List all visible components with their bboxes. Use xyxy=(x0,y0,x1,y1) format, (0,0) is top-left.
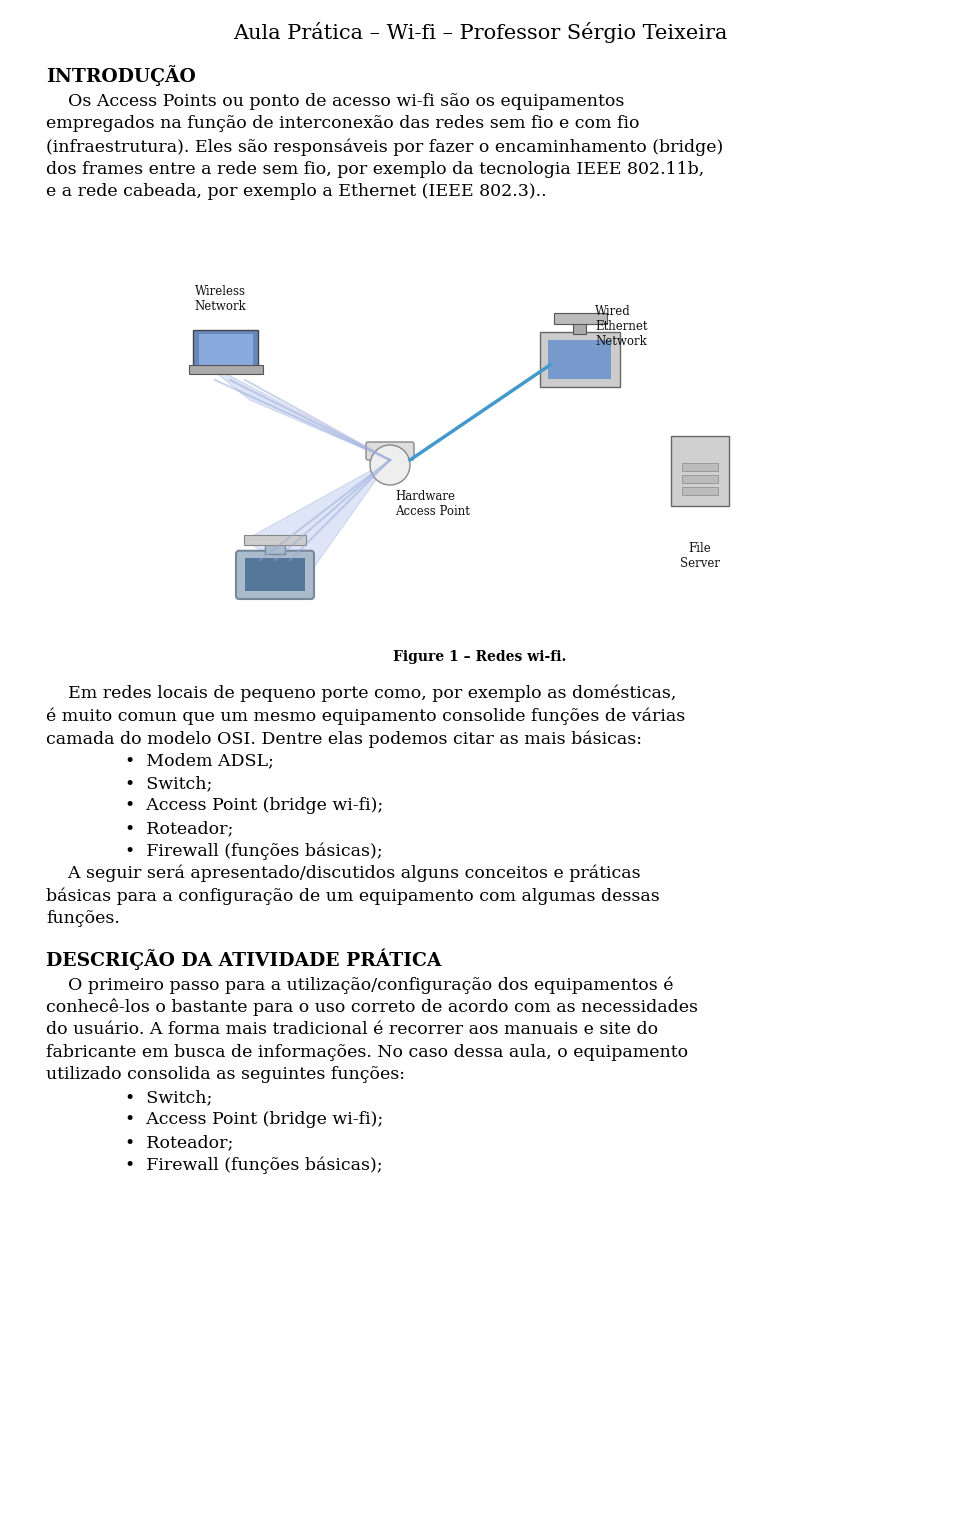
Text: conhecê-los o bastante para o uso correto de acordo com as necessidades: conhecê-los o bastante para o uso corret… xyxy=(46,999,698,1016)
Text: •  Switch;: • Switch; xyxy=(125,775,212,792)
Text: utilizado consolida as seguintes funções:: utilizado consolida as seguintes funções… xyxy=(46,1067,405,1084)
Text: •  Access Point (bridge wi-fi);: • Access Point (bridge wi-fi); xyxy=(125,1111,383,1128)
Text: •  Access Point (bridge wi-fi);: • Access Point (bridge wi-fi); xyxy=(125,798,383,815)
FancyBboxPatch shape xyxy=(554,313,607,324)
Text: é muito comun que um mesmo equipamento consolide funções de várias: é muito comun que um mesmo equipamento c… xyxy=(46,708,685,725)
FancyBboxPatch shape xyxy=(236,551,314,599)
FancyBboxPatch shape xyxy=(548,339,612,379)
Text: Wired
Ethernet
Network: Wired Ethernet Network xyxy=(595,305,647,348)
Text: •  Firewall (funções básicas);: • Firewall (funções básicas); xyxy=(125,843,382,860)
Text: fabricante em busca de informações. No caso dessa aula, o equipamento: fabricante em busca de informações. No c… xyxy=(46,1044,688,1061)
Text: Wireless
Network: Wireless Network xyxy=(194,286,246,313)
FancyBboxPatch shape xyxy=(682,487,718,494)
FancyBboxPatch shape xyxy=(671,436,729,507)
Text: e a rede cabeada, por exemplo a Ethernet (IEEE 802.3)..: e a rede cabeada, por exemplo a Ethernet… xyxy=(46,183,546,200)
Text: Figure 1 – Redes wi-fi.: Figure 1 – Redes wi-fi. xyxy=(394,649,566,665)
Text: básicas para a configuração de um equipamento com algumas dessas: básicas para a configuração de um equipa… xyxy=(46,887,660,906)
Polygon shape xyxy=(245,460,390,580)
FancyBboxPatch shape xyxy=(244,536,306,545)
Circle shape xyxy=(370,445,410,485)
Text: Em redes locais de pequeno porte como, por exemplo as domésticas,: Em redes locais de pequeno porte como, p… xyxy=(46,685,677,703)
Text: •  Switch;: • Switch; xyxy=(125,1088,212,1105)
Text: dos frames entre a rede sem fio, por exemplo da tecnologia IEEE 802.11b,: dos frames entre a rede sem fio, por exe… xyxy=(46,161,705,178)
FancyBboxPatch shape xyxy=(188,365,262,375)
FancyBboxPatch shape xyxy=(366,442,414,460)
FancyBboxPatch shape xyxy=(193,330,258,371)
Text: File
Server: File Server xyxy=(680,542,720,569)
FancyBboxPatch shape xyxy=(265,542,284,554)
FancyBboxPatch shape xyxy=(246,557,304,591)
Text: •  Roteador;: • Roteador; xyxy=(125,1134,233,1151)
Polygon shape xyxy=(200,361,390,460)
Text: Hardware
Access Point: Hardware Access Point xyxy=(395,490,469,517)
Text: O primeiro passo para a utilização/configuração dos equipamentos é: O primeiro passo para a utilização/confi… xyxy=(46,976,674,993)
FancyBboxPatch shape xyxy=(682,462,718,471)
FancyBboxPatch shape xyxy=(573,321,586,333)
FancyBboxPatch shape xyxy=(540,332,620,387)
Text: funções.: funções. xyxy=(46,910,120,927)
FancyBboxPatch shape xyxy=(199,335,252,367)
Text: INTRODUÇÃO: INTRODUÇÃO xyxy=(46,64,196,86)
Text: Aula Prática – Wi-fi – Professor Sérgio Teixeira: Aula Prática – Wi-fi – Professor Sérgio … xyxy=(233,21,727,43)
Text: empregados na função de interconexão das redes sem fio e com fio: empregados na função de interconexão das… xyxy=(46,115,639,132)
Text: do usuário. A forma mais tradicional é recorrer aos manuais e site do: do usuário. A forma mais tradicional é r… xyxy=(46,1021,659,1038)
Text: A seguir será apresentado/discutidos alguns conceitos e práticas: A seguir será apresentado/discutidos alg… xyxy=(46,866,640,883)
Text: Os Access Points ou ponto de acesso wi-fi são os equipamentos: Os Access Points ou ponto de acesso wi-f… xyxy=(46,94,624,111)
Text: •  Roteador;: • Roteador; xyxy=(125,820,233,837)
Text: (infraestrutura). Eles são responsáveis por fazer o encaminhamento (bridge): (infraestrutura). Eles são responsáveis … xyxy=(46,138,723,155)
Text: camada do modelo OSI. Dentre elas podemos citar as mais básicas:: camada do modelo OSI. Dentre elas podemo… xyxy=(46,731,642,748)
Text: DESCRIÇÃO DA ATIVIDADE PRÁTICA: DESCRIÇÃO DA ATIVIDADE PRÁTICA xyxy=(46,949,442,970)
Text: •  Modem ADSL;: • Modem ADSL; xyxy=(125,752,274,769)
FancyBboxPatch shape xyxy=(682,474,718,482)
Text: •  Firewall (funções básicas);: • Firewall (funções básicas); xyxy=(125,1156,382,1174)
